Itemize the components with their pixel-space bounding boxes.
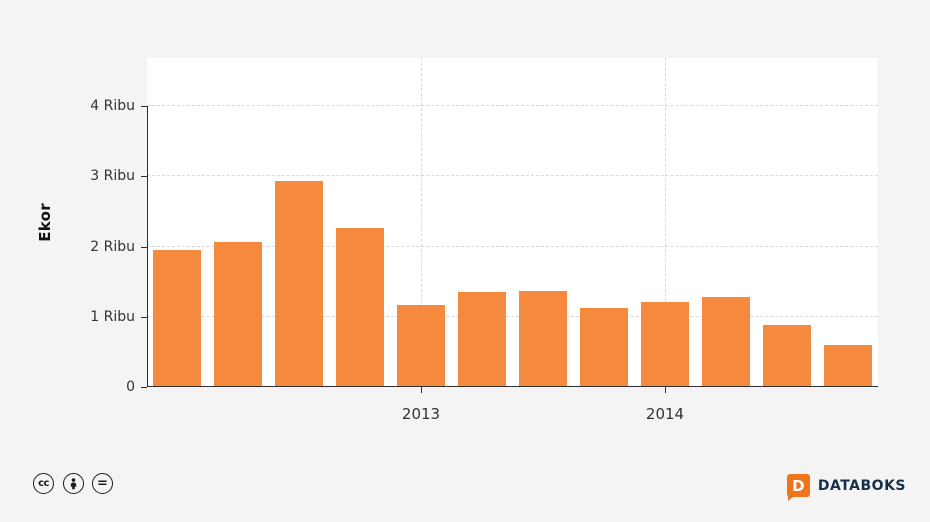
v-gridline xyxy=(665,58,666,387)
gridlines xyxy=(147,58,878,387)
bar[interactable] xyxy=(702,297,750,387)
attribution-icon[interactable] xyxy=(62,473,84,494)
h-gridline xyxy=(147,175,878,177)
bar[interactable] xyxy=(519,290,567,387)
y-tick-label: 0 xyxy=(126,379,135,395)
y-tick-mark xyxy=(141,176,147,178)
bar[interactable] xyxy=(458,292,506,387)
bar[interactable] xyxy=(397,304,445,387)
y-tick-label: 4 Ribu xyxy=(90,98,135,114)
bar-series xyxy=(147,58,878,387)
y-tick-label: 3 Ribu xyxy=(90,168,135,185)
bar[interactable] xyxy=(153,250,201,387)
y-tick-label: 2 Ribu xyxy=(90,238,135,255)
h-gridline xyxy=(147,245,878,247)
bar[interactable] xyxy=(214,242,262,387)
bar[interactable] xyxy=(824,344,872,387)
person-glyph xyxy=(70,478,76,490)
license-badges: cc = xyxy=(33,473,122,494)
y-tick-mark xyxy=(141,106,147,107)
bar[interactable] xyxy=(763,325,811,387)
plot-area xyxy=(147,58,878,387)
y-tick-label: 1 Ribu xyxy=(90,308,135,325)
h-gridline xyxy=(147,315,878,317)
y-tick-mark xyxy=(141,387,147,388)
brand-name: DATABOKS xyxy=(817,477,906,494)
bar[interactable] xyxy=(580,307,628,387)
equal-icon[interactable]: = xyxy=(92,473,113,494)
equal-icon-glyph: = xyxy=(97,475,108,491)
x-tick-mark xyxy=(421,387,422,393)
x-tick-mark xyxy=(665,387,666,393)
bar[interactable] xyxy=(275,181,323,387)
y-axis-line xyxy=(147,106,148,387)
x-tick-label: 2013 xyxy=(401,405,441,423)
y-axis-labels: 4 Ribu 3 Ribu 2 Ribu 1 Ribu 0 xyxy=(0,58,135,395)
cc-icon[interactable]: cc xyxy=(33,473,54,494)
databoks-icon: D xyxy=(786,474,810,501)
x-tick-label: 2014 xyxy=(645,405,685,423)
bar[interactable] xyxy=(336,227,384,387)
y-tick-mark xyxy=(141,316,147,318)
y-tick-mark xyxy=(141,246,147,248)
bar[interactable] xyxy=(641,302,689,387)
x-axis-line xyxy=(147,386,878,387)
cc-icon-glyph: cc xyxy=(38,477,49,489)
databoks-logo[interactable]: D DATABOKS xyxy=(786,474,906,501)
h-gridline xyxy=(147,105,878,106)
v-gridline xyxy=(421,58,422,387)
databoks-icon-letter: D xyxy=(792,476,805,495)
